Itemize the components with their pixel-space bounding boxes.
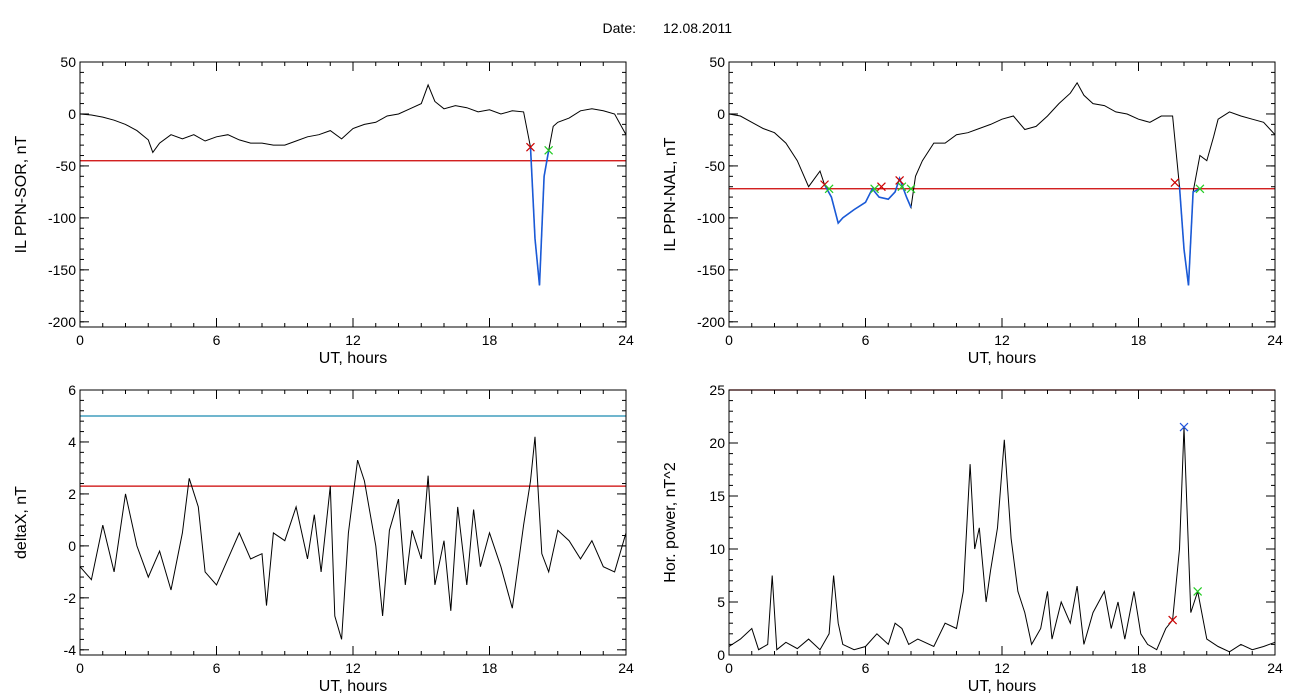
y-axis-label: deltaX, nT	[13, 486, 30, 559]
x-tick-label: 12	[994, 332, 1010, 348]
plot-frame	[728, 389, 1276, 656]
x-tick-label: 24	[1267, 660, 1283, 676]
series-line	[79, 436, 627, 640]
panel-il-ppn-sor: 0 6 12 18 24 -200 -150 -100 -50 0 50 UT, hours IL PP…	[13, 54, 634, 367]
x-tick-label: 0	[725, 332, 733, 348]
event-marker	[1168, 615, 1178, 625]
x-axis-label: UT, hours	[968, 678, 1036, 695]
y-tick-label: -100	[697, 210, 725, 226]
x-tick-label: 6	[213, 332, 221, 348]
x-tick-label: 0	[725, 660, 733, 676]
event-marker	[1195, 184, 1205, 194]
y-tick-label: 0	[717, 647, 725, 663]
y-tick-label: 10	[709, 541, 725, 557]
x-axis-label: UT, hours	[968, 350, 1036, 367]
y-tick-label: -50	[705, 158, 725, 174]
y-tick-label: -2	[64, 590, 77, 606]
x-tick-label: 6	[862, 660, 870, 676]
y-tick-label: 6	[68, 382, 76, 398]
x-tick-label: 12	[345, 332, 361, 348]
x-tick-label: 0	[76, 660, 84, 676]
panel-il-ppn-nal: 0 6 12 18 24 -200 -150 -100 -50 0 50 UT, hours IL PP…	[662, 54, 1283, 367]
x-axis-label: UT, hours	[319, 350, 387, 367]
y-tick-label: -200	[697, 314, 725, 330]
y-axis-label: IL PPN-NAL, nT	[662, 137, 679, 251]
event-marker	[526, 142, 535, 152]
x-axis-label: UT, hours	[319, 678, 387, 695]
x-tick-label: 6	[862, 332, 870, 348]
date-label: Date:	[603, 20, 636, 36]
y-tick-label: 50	[709, 54, 725, 70]
x-tick-label: 6	[213, 660, 221, 676]
event-marker	[1170, 178, 1180, 187]
x-tick-label: 18	[1131, 660, 1147, 676]
x-tick-label: 18	[1131, 332, 1147, 348]
y-tick-label: -50	[56, 158, 76, 174]
y-tick-label: 0	[717, 106, 725, 122]
highlight-segment	[529, 147, 550, 286]
y-tick-label: 0	[68, 106, 76, 122]
plot-frame	[79, 389, 627, 656]
series-line	[728, 427, 1276, 653]
date-value: 12.08.2011	[663, 20, 732, 36]
x-tick-label: 12	[345, 660, 361, 676]
event-marker	[1193, 586, 1203, 596]
event-marker	[1179, 422, 1189, 432]
event-marker	[906, 184, 916, 194]
x-tick-label: 24	[618, 660, 634, 676]
y-tick-label: 20	[709, 435, 725, 451]
x-tick-label: 12	[994, 660, 1010, 676]
y-tick-label: -4	[64, 642, 77, 658]
y-axis-label: IL PPN-SOR, nT	[13, 135, 30, 253]
y-tick-label: -150	[48, 262, 76, 278]
highlight-segment	[823, 175, 912, 225]
x-tick-label: 24	[618, 332, 634, 348]
y-tick-label: -100	[48, 210, 76, 226]
y-tick-label: 4	[68, 434, 76, 450]
event-marker	[870, 184, 880, 194]
y-tick-label: 5	[717, 594, 725, 610]
y-tick-label: -200	[48, 314, 76, 330]
y-axis-label: Hor. power, nT^2	[662, 462, 679, 583]
highlight-segment	[1178, 186, 1201, 286]
event-marker	[897, 182, 907, 192]
x-tick-label: 18	[482, 660, 498, 676]
x-tick-label: 18	[482, 332, 498, 348]
event-marker	[877, 182, 886, 192]
y-tick-label: 0	[68, 538, 76, 554]
series-line	[728, 81, 1276, 286]
panel-hor-power: 0 6 12 18 24 0 5 10 15 20 25 UT, hours Hor. power, n…	[662, 382, 1283, 695]
event-marker	[824, 184, 834, 194]
y-tick-label: 50	[60, 54, 76, 70]
y-tick-label: -150	[697, 262, 725, 278]
event-marker	[895, 176, 905, 185]
event-marker	[544, 145, 554, 155]
x-tick-label: 0	[76, 332, 84, 348]
y-tick-label: 25	[709, 382, 725, 398]
y-tick-label: 2	[68, 486, 76, 502]
x-tick-label: 24	[1267, 332, 1283, 348]
y-tick-label: 15	[709, 488, 725, 504]
